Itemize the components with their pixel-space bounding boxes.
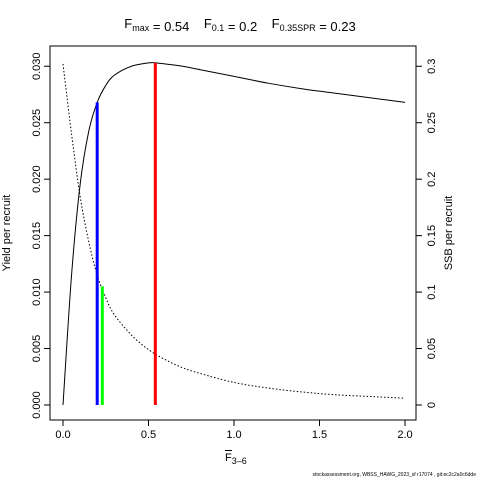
y-right-tick-label: 0.25 — [426, 112, 438, 133]
x-tick-label: 0.5 — [141, 429, 156, 441]
y-left-tick-label: 0.030 — [31, 52, 43, 80]
chart-title: Fmax = 0.54 F0.1 = 0.2 F0.35SPR = 0.23 — [124, 16, 355, 34]
yield-per-recruit-curve — [62, 62, 406, 406]
y-axis-left-title: Yield per recruit — [1, 195, 13, 272]
y-right-tick-label: 0.3 — [426, 59, 438, 74]
y-right-tick-label: 0.2 — [426, 172, 438, 187]
y-left-tick-label: 0.000 — [31, 391, 43, 419]
y-axis-right: 0 0.05 0.1 0.15 0.2 0.25 0.3 — [416, 59, 438, 408]
x-axis: 0.0 0.5 1.0 1.5 2.0 — [55, 420, 413, 441]
reference-lines — [95, 62, 157, 405]
y-left-tick-label: 0.015 — [31, 222, 43, 250]
x-axis-title: F3–6 — [225, 450, 247, 466]
y-left-tick-label: 0.010 — [31, 278, 43, 306]
title-text: Fmax = 0.54 F0.1 = 0.2 F0.35SPR = 0.23 — [124, 16, 355, 34]
y-right-tick-label: 0 — [426, 402, 438, 408]
footer-credit: stockassessment.org, WBSS_HAWG_2023_sf r… — [312, 472, 476, 478]
y-axis-right-title: SSB per recruit — [443, 196, 455, 271]
x-tick-label: 1.5 — [312, 429, 327, 441]
plot-area — [49, 45, 417, 421]
x-tick-label: 2.0 — [397, 429, 412, 441]
ssb-per-recruit-curve — [62, 63, 406, 399]
y-left-tick-label: 0.025 — [31, 109, 43, 137]
x-tick-label: 1.0 — [226, 429, 241, 441]
y-left-tick-label: 0.020 — [31, 165, 43, 193]
x-axis-title-text: F3–6 — [225, 452, 247, 466]
x-tick-label: 0.0 — [55, 429, 70, 441]
y-left-tick-label: 0.005 — [31, 335, 43, 363]
y-right-tick-label: 0.15 — [426, 225, 438, 246]
y-right-tick-label: 0.05 — [426, 338, 438, 359]
y-axis-left: 0.000 0.005 0.010 0.015 0.020 0.025 0.030 — [31, 52, 50, 419]
y-right-tick-label: 0.1 — [426, 284, 438, 299]
curves — [62, 62, 406, 406]
